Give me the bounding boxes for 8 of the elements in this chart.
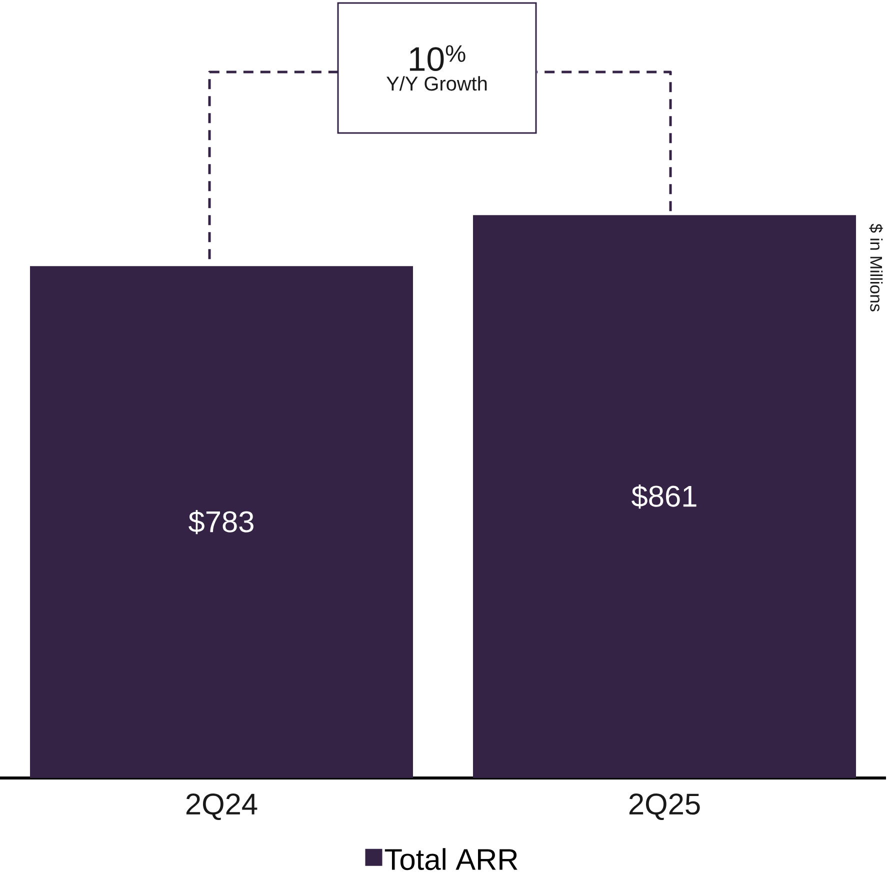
annotation: 10$^{%}$ — [410, 45, 466, 72]
data-label: $783 — [188, 510, 254, 534]
annotation: $ in Millions — [869, 224, 883, 312]
x-tick-label: 2Q25 — [629, 794, 700, 820]
x-tick-label: 2Q24 — [186, 794, 258, 820]
legend-label: Total ARR — [384, 848, 518, 870]
data-label: $861 — [632, 484, 696, 509]
annotation: Y/Y Growth — [386, 76, 487, 91]
